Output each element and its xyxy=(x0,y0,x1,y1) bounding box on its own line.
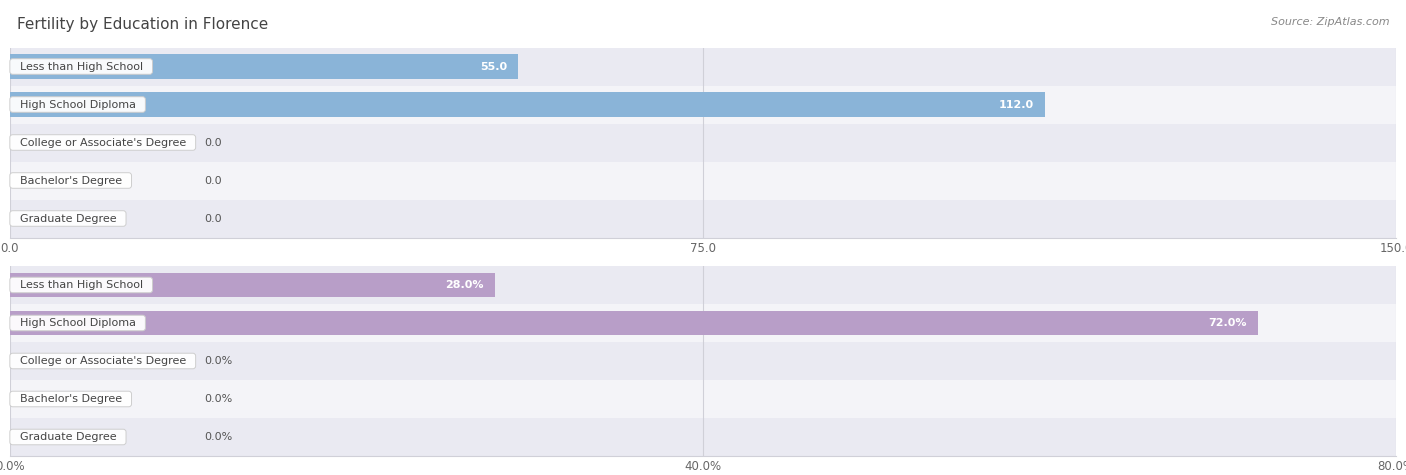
Text: 28.0%: 28.0% xyxy=(446,280,484,290)
Text: 55.0: 55.0 xyxy=(479,61,508,72)
Text: 112.0: 112.0 xyxy=(998,99,1033,110)
Text: 0.0: 0.0 xyxy=(204,213,222,224)
Text: High School Diploma: High School Diploma xyxy=(13,99,142,110)
Bar xyxy=(10,54,519,79)
Text: High School Diploma: High School Diploma xyxy=(13,318,142,328)
Text: 0.0: 0.0 xyxy=(204,175,222,186)
Bar xyxy=(10,92,1045,117)
Text: Bachelor's Degree: Bachelor's Degree xyxy=(13,394,129,404)
Text: Less than High School: Less than High School xyxy=(13,61,150,72)
Bar xyxy=(10,380,1396,418)
Text: Fertility by Education in Florence: Fertility by Education in Florence xyxy=(17,17,269,32)
Text: College or Associate's Degree: College or Associate's Degree xyxy=(13,137,193,148)
Bar xyxy=(10,266,1396,304)
Text: 72.0%: 72.0% xyxy=(1208,318,1247,328)
Text: Graduate Degree: Graduate Degree xyxy=(13,213,124,224)
Text: Source: ZipAtlas.com: Source: ZipAtlas.com xyxy=(1271,17,1389,27)
Bar xyxy=(10,304,1396,342)
Bar xyxy=(10,200,1396,238)
Bar xyxy=(10,48,1396,86)
Bar xyxy=(10,311,1257,335)
Bar xyxy=(10,162,1396,199)
Text: Graduate Degree: Graduate Degree xyxy=(13,432,124,442)
Text: 0.0: 0.0 xyxy=(204,137,222,148)
Text: College or Associate's Degree: College or Associate's Degree xyxy=(13,356,193,366)
Bar xyxy=(10,86,1396,124)
Bar xyxy=(10,124,1396,162)
Bar xyxy=(10,342,1396,380)
Text: 0.0%: 0.0% xyxy=(204,432,232,442)
Bar xyxy=(10,273,495,297)
Text: 0.0%: 0.0% xyxy=(204,356,232,366)
Text: Less than High School: Less than High School xyxy=(13,280,150,290)
Text: Bachelor's Degree: Bachelor's Degree xyxy=(13,175,129,186)
Text: 0.0%: 0.0% xyxy=(204,394,232,404)
Bar xyxy=(10,418,1396,456)
